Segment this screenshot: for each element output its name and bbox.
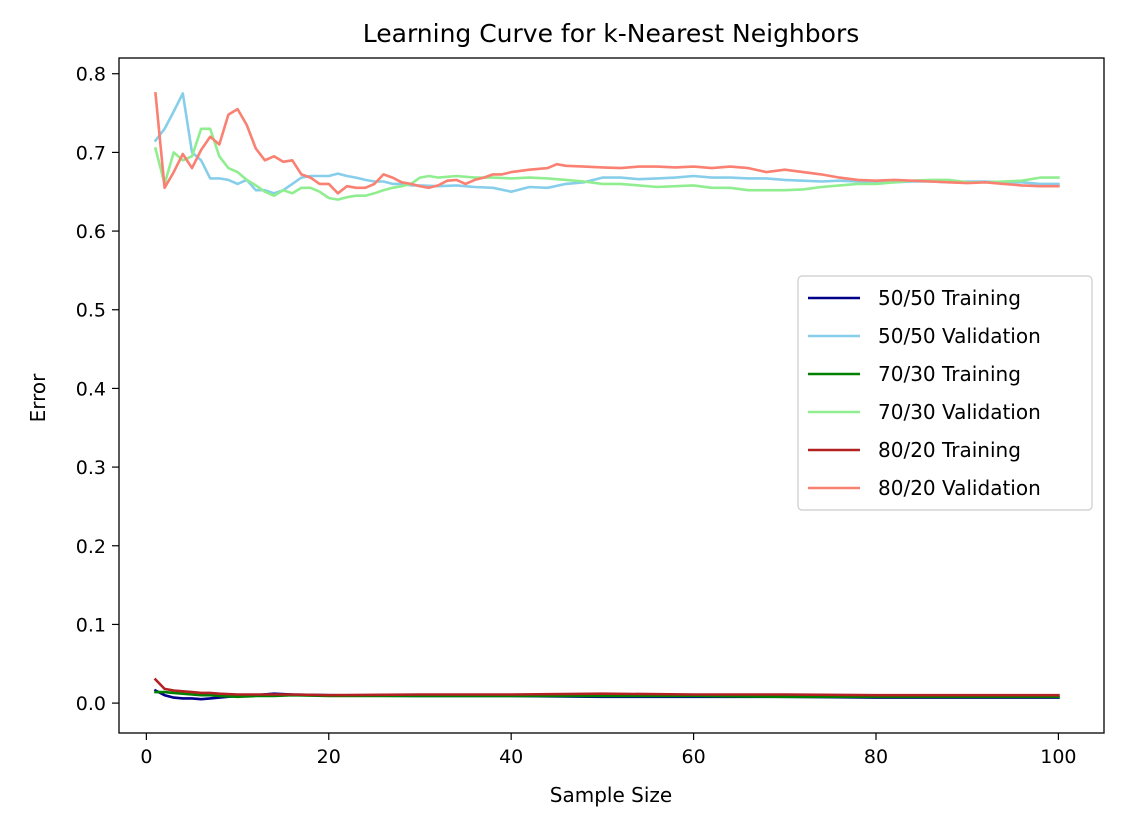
axes-frame [118,57,1105,734]
x-tick-label: 40 [499,746,523,768]
y-tick-label: 0.7 [76,142,106,164]
plot-area: 0 20 40 60 80 100 0.0 0.1 0.2 0.3 0.4 0.5 0.6 0.7 0.8 [76,57,1105,768]
series-line-3 [154,690,1060,699]
series-line-6 [154,91,1060,195]
series-group [153,91,1060,701]
x-tick-label: 80 [864,746,888,768]
chart-title: Learning Curve for k-Nearest Neighbors [363,19,860,48]
legend: 50/50 Training 50/50 Validation 70/30 Trai… [797,275,1093,511]
series-line-5 [153,677,1060,697]
legend-label: 70/30 Training [878,362,1021,386]
y-tick-label: 0.4 [76,378,106,400]
y-tick-label: 0.1 [76,614,106,636]
y-tick-label: 0.0 [76,693,106,715]
legend-label: 50/50 Training [878,286,1021,310]
x-tick-label: 20 [317,746,341,768]
y-tick-label: 0.5 [76,300,106,322]
legend-label: 50/50 Validation [878,324,1041,348]
x-tick-label: 0 [140,746,152,768]
y-tick-label: 0.8 [76,64,106,86]
series-line-2 [153,92,1060,195]
legend-box [797,275,1093,511]
y-tick-label: 0.2 [76,536,106,558]
legend-label: 70/30 Validation [878,400,1041,424]
y-tick-label: 0.6 [76,221,106,243]
series-line-4 [153,127,1060,201]
x-tick-label: 100 [1040,746,1076,768]
x-axis-label: Sample Size [550,783,672,807]
legend-label: 80/20 Validation [878,476,1041,500]
legend-label: 80/20 Training [878,438,1021,462]
y-tick-label: 0.3 [76,457,106,479]
x-tick-label: 60 [681,746,705,768]
y-axis-label: Error [26,373,50,423]
